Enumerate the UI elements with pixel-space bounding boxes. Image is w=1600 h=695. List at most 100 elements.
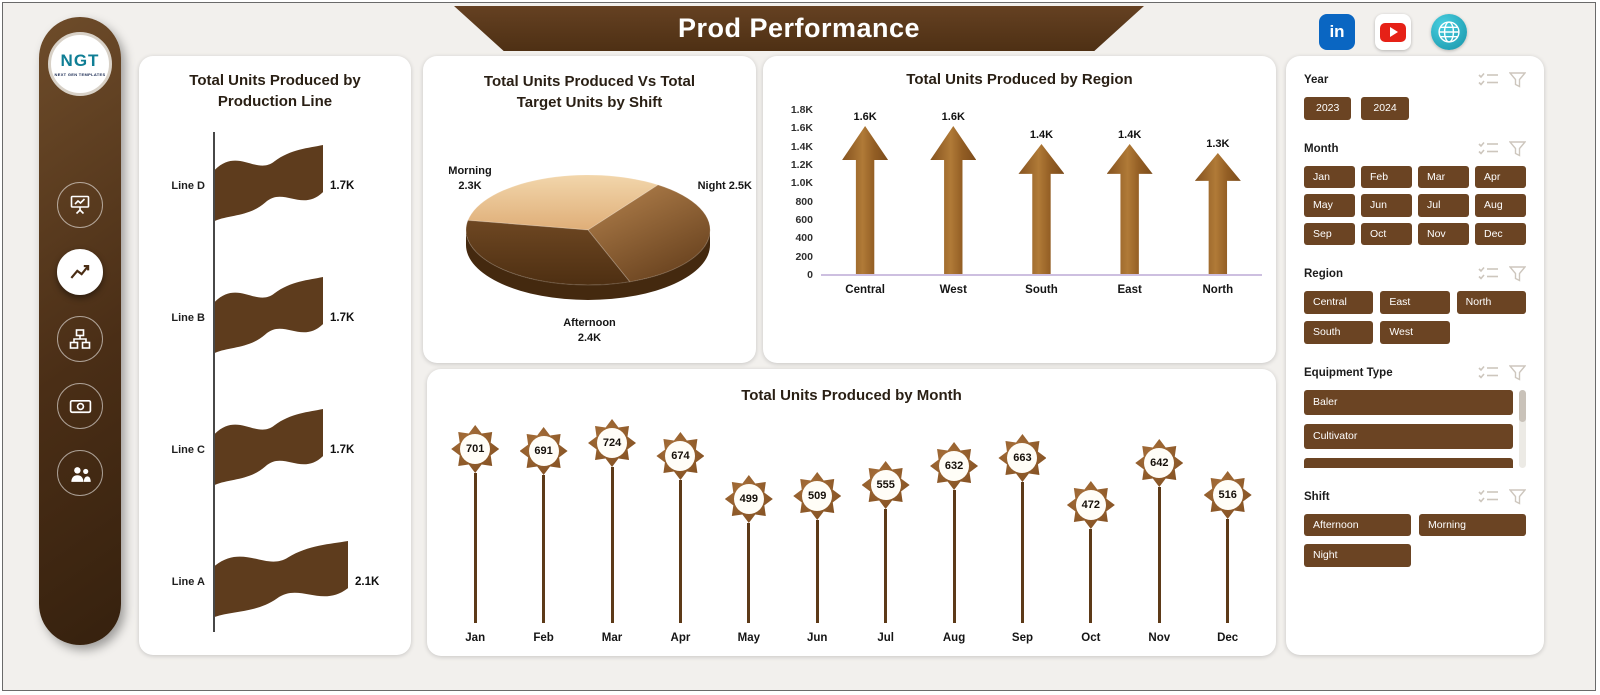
filter-option-cultivator[interactable]: Cultivator xyxy=(1304,423,1513,449)
category-label: Aug xyxy=(942,632,966,644)
linkedin-icon[interactable]: in xyxy=(1319,14,1355,50)
flag-bar-icon[interactable] xyxy=(215,409,323,491)
lollipop-stick xyxy=(610,467,614,623)
youtube-icon[interactable] xyxy=(1375,14,1411,50)
filter-option-west[interactable]: West xyxy=(1380,320,1450,344)
sidebar-item-presentation[interactable] xyxy=(57,182,103,228)
filter-option-may[interactable]: May xyxy=(1304,194,1355,217)
lollipop-stick xyxy=(473,473,477,623)
funnel-icon[interactable] xyxy=(1509,140,1526,157)
flag-bar-icon[interactable] xyxy=(215,277,323,359)
category-label: Sep xyxy=(1011,632,1033,644)
filter-option-jun[interactable]: Jun xyxy=(1361,194,1412,217)
region-column: 1.6K xyxy=(842,111,889,274)
filter-option-mar[interactable]: Mar xyxy=(1418,165,1469,189)
filter-option-baler[interactable]: Baler xyxy=(1304,389,1513,415)
filter-option-night[interactable]: Night xyxy=(1304,544,1411,567)
funnel-icon[interactable] xyxy=(1509,72,1526,88)
flag-bar-icon[interactable] xyxy=(215,145,323,227)
sidebar-item-cash[interactable] xyxy=(57,383,103,429)
value-label: 516 xyxy=(1212,480,1243,510)
flag-bar-icon[interactable] xyxy=(215,541,348,623)
star-badge[interactable]: 642 xyxy=(1135,439,1184,487)
y-tick-label: 800 xyxy=(795,195,813,208)
filter-option-north[interactable]: North xyxy=(1456,291,1526,314)
y-tick-label: 0 xyxy=(807,268,813,281)
arrow-bar[interactable] xyxy=(1018,144,1065,274)
filter-option-dec[interactable]: Dec xyxy=(1475,222,1526,246)
filter-option-aug[interactable]: Aug xyxy=(1475,194,1526,217)
cash-icon xyxy=(69,399,91,413)
checklist-icon[interactable] xyxy=(1478,365,1499,381)
filter-options: Central East North South West xyxy=(1304,291,1526,344)
filter-option-morning[interactable]: Morning xyxy=(1419,513,1526,537)
star-badge[interactable]: 691 xyxy=(519,427,568,475)
star-badge[interactable]: 516 xyxy=(1203,471,1252,519)
category-label: Nov xyxy=(1148,632,1171,644)
filter-option-jan[interactable]: Jan xyxy=(1304,165,1355,189)
slice-label-morning: Morning 2.3K xyxy=(448,165,492,192)
value-label: 1.4K xyxy=(1118,129,1142,141)
sidebar-item-trend[interactable] xyxy=(57,249,103,295)
sidebar-item-people[interactable] xyxy=(57,450,103,496)
arrow-bar[interactable] xyxy=(930,126,977,274)
filter-option-afternoon[interactable]: Afternoon xyxy=(1304,513,1411,537)
filter-option-partial[interactable] xyxy=(1304,457,1513,468)
lollipop-stick xyxy=(542,475,546,623)
star-badge[interactable]: 555 xyxy=(861,461,910,509)
category-label: Line C xyxy=(171,444,205,456)
filter-options: Baler Cultivator xyxy=(1304,389,1526,468)
y-tick-label: 600 xyxy=(795,213,813,226)
region-plot: 1.6K 1.6K 1.4K 1.4K 1.3K xyxy=(821,109,1262,276)
pie-graphic[interactable] xyxy=(435,168,743,328)
chart-title-region: Total Units Produced by Region xyxy=(906,71,1133,88)
star-badge[interactable]: 472 xyxy=(1066,481,1115,529)
production-line-row: Line D 1.7K xyxy=(139,145,411,227)
sidebar-nav xyxy=(39,182,121,496)
month-column: 724 Mar xyxy=(588,419,637,644)
filter-option-south[interactable]: South xyxy=(1304,320,1374,344)
filter-option-jul[interactable]: Jul xyxy=(1418,194,1469,217)
star-badge[interactable]: 632 xyxy=(930,442,979,490)
checklist-icon[interactable] xyxy=(1478,489,1499,505)
checklist-icon[interactable] xyxy=(1478,72,1499,88)
filter-option-apr[interactable]: Apr xyxy=(1475,165,1526,189)
filter-option-central[interactable]: Central xyxy=(1304,291,1374,314)
arrow-bar[interactable] xyxy=(842,126,889,274)
filter-option-2023[interactable]: 2023 xyxy=(1304,97,1352,120)
filter-option-nov[interactable]: Nov xyxy=(1418,222,1469,246)
star-badge[interactable]: 663 xyxy=(998,434,1047,482)
star-badge[interactable]: 499 xyxy=(724,475,773,523)
filter-section-month: Month Jan Feb Mar Apr May Jun Jul Aug Sep Oct Nov De… xyxy=(1304,140,1526,246)
checklist-icon[interactable] xyxy=(1478,266,1499,282)
star-badge[interactable]: 674 xyxy=(656,432,705,480)
globe-icon[interactable] xyxy=(1431,14,1467,50)
filter-option-east[interactable]: East xyxy=(1380,291,1450,314)
filter-header: Region xyxy=(1304,266,1526,283)
funnel-icon[interactable] xyxy=(1509,364,1526,381)
filter-option-2024[interactable]: 2024 xyxy=(1361,97,1409,120)
filter-option-feb[interactable]: Feb xyxy=(1361,165,1412,189)
logo-subtext: NEXT GEN TEMPLATES xyxy=(54,72,106,77)
star-badge[interactable]: 724 xyxy=(588,419,637,467)
checklist-icon[interactable] xyxy=(1478,141,1499,157)
region-column: 1.4K xyxy=(1106,129,1153,274)
star-badge[interactable]: 509 xyxy=(793,472,842,520)
star-badge[interactable]: 701 xyxy=(451,425,500,473)
value-label: 642 xyxy=(1144,448,1175,478)
sidebar-item-hierarchy[interactable] xyxy=(57,316,103,362)
presentation-icon xyxy=(70,195,90,215)
arrow-bar[interactable] xyxy=(1106,144,1153,274)
scrollbar-thumb[interactable] xyxy=(1519,389,1526,422)
scrollbar[interactable] xyxy=(1519,389,1526,468)
category-label: Jan xyxy=(465,632,486,644)
value-label: 1.3K xyxy=(1206,138,1230,150)
people-icon xyxy=(70,466,91,482)
filter-header-icons xyxy=(1478,364,1526,381)
category-label: Oct xyxy=(1081,632,1101,644)
filter-option-oct[interactable]: Oct xyxy=(1361,222,1412,246)
arrow-bar[interactable] xyxy=(1194,153,1241,274)
filter-option-sep[interactable]: Sep xyxy=(1304,222,1355,246)
funnel-icon[interactable] xyxy=(1509,266,1526,283)
funnel-icon[interactable] xyxy=(1509,488,1526,505)
